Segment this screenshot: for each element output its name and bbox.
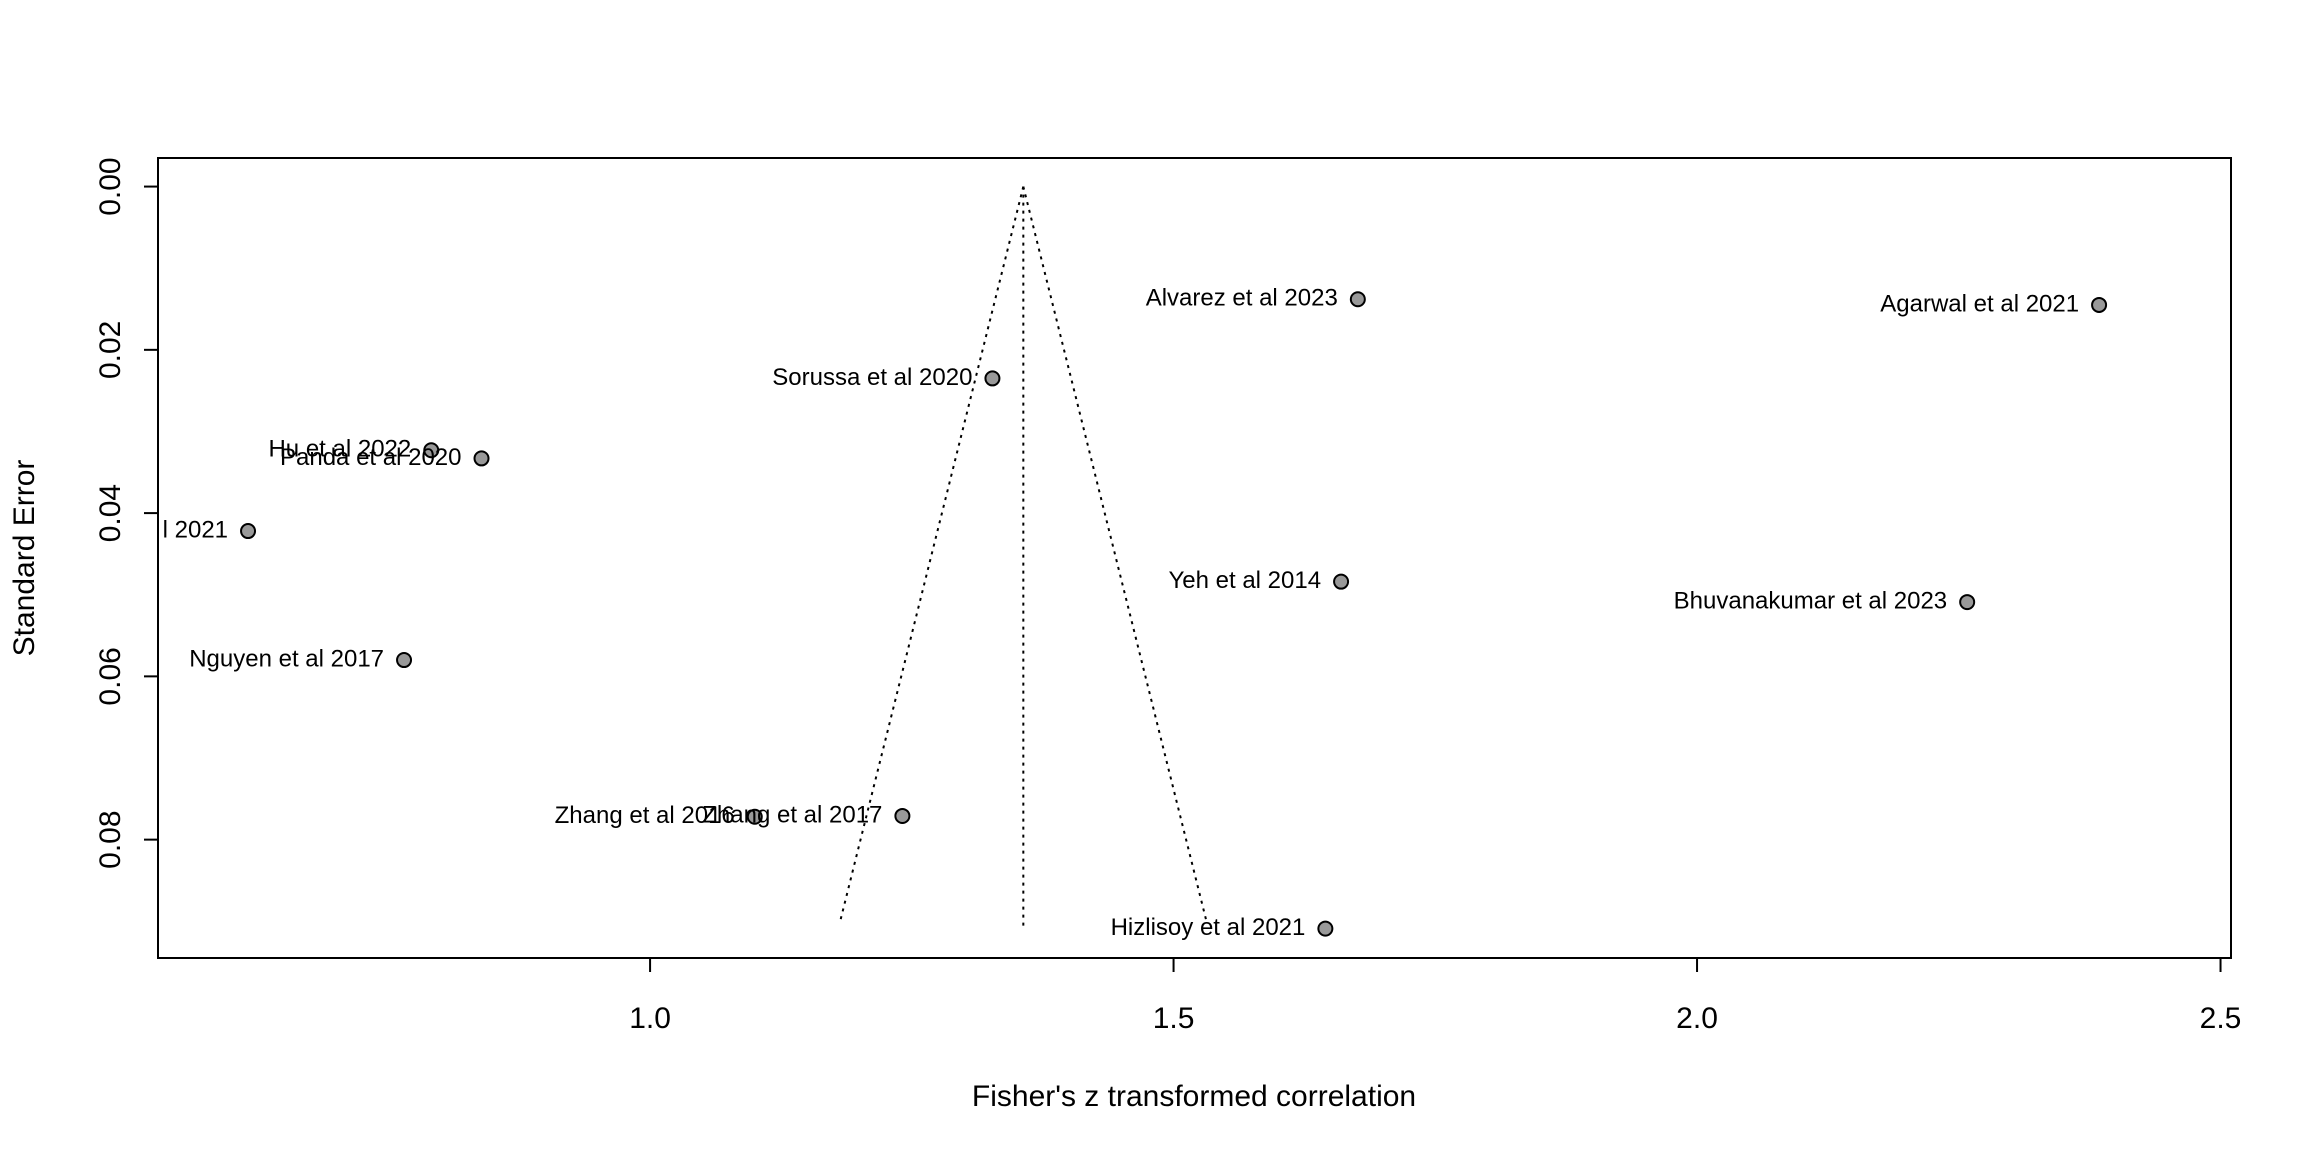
x-tick-label: 1.5 bbox=[1153, 1002, 1195, 1035]
study-label: Hizlisoy et al 2021 bbox=[1111, 914, 1306, 941]
study-point bbox=[473, 450, 490, 467]
x-tick-label: 2.5 bbox=[2200, 1002, 2242, 1035]
study-point bbox=[984, 370, 1001, 387]
y-tick-label: 0.04 bbox=[94, 484, 127, 542]
funnel-right-bound bbox=[1022, 186, 1209, 924]
study-point bbox=[396, 652, 413, 669]
study-label: l 2021 bbox=[163, 516, 228, 543]
x-tick-label: 2.0 bbox=[1676, 1002, 1718, 1035]
study-label: Nguyen et al 2017 bbox=[189, 645, 384, 672]
funnel-lines bbox=[838, 186, 1209, 927]
study-label: Zhang et al 2016 bbox=[555, 802, 735, 829]
study-point bbox=[240, 523, 257, 540]
x-axis-label: Fisher's z transformed correlation bbox=[972, 1080, 1416, 1113]
y-axis-label: Standard Error bbox=[8, 460, 41, 657]
y-tick-label: 0.02 bbox=[94, 321, 127, 379]
funnel-left-bound bbox=[838, 186, 1025, 924]
study-point bbox=[894, 807, 911, 824]
study-label: Agarwal et al 2021 bbox=[1880, 290, 2079, 317]
y-axis: 0.00 0.02 0.04 0.06 0.08 bbox=[94, 157, 159, 869]
x-tick-label: 1.0 bbox=[629, 1002, 671, 1035]
study-label: Yeh et al 2014 bbox=[1168, 567, 1321, 594]
study-point bbox=[1349, 291, 1366, 308]
plot-background bbox=[158, 158, 2231, 958]
study-point bbox=[2091, 296, 2108, 313]
study-point bbox=[1333, 573, 1350, 590]
study-label: Hu et al 2022 bbox=[268, 436, 411, 463]
study-labels: Alvarez et al 2023 Agarwal et al 2021 Soru… bbox=[163, 285, 2079, 941]
data-points bbox=[240, 291, 2108, 937]
study-label: Sorussa et al 2020 bbox=[772, 364, 972, 391]
study-point bbox=[1959, 594, 1976, 611]
study-point bbox=[423, 442, 440, 459]
study-point bbox=[1317, 920, 1334, 937]
study-label: Zhang et al 2017 bbox=[702, 801, 882, 828]
y-tick-label: 0.06 bbox=[94, 647, 127, 705]
x-axis: 1.0 1.5 2.0 2.5 bbox=[629, 957, 2242, 1035]
study-label: Alvarez et al 2023 bbox=[1146, 285, 1338, 312]
y-tick-label: 0.00 bbox=[94, 157, 127, 215]
study-point bbox=[746, 808, 763, 825]
y-tick-label: 0.08 bbox=[94, 810, 127, 868]
study-label: Bhuvanakumar et al 2023 bbox=[1674, 587, 1948, 614]
study-label: Panda et al 2020 bbox=[280, 444, 462, 471]
